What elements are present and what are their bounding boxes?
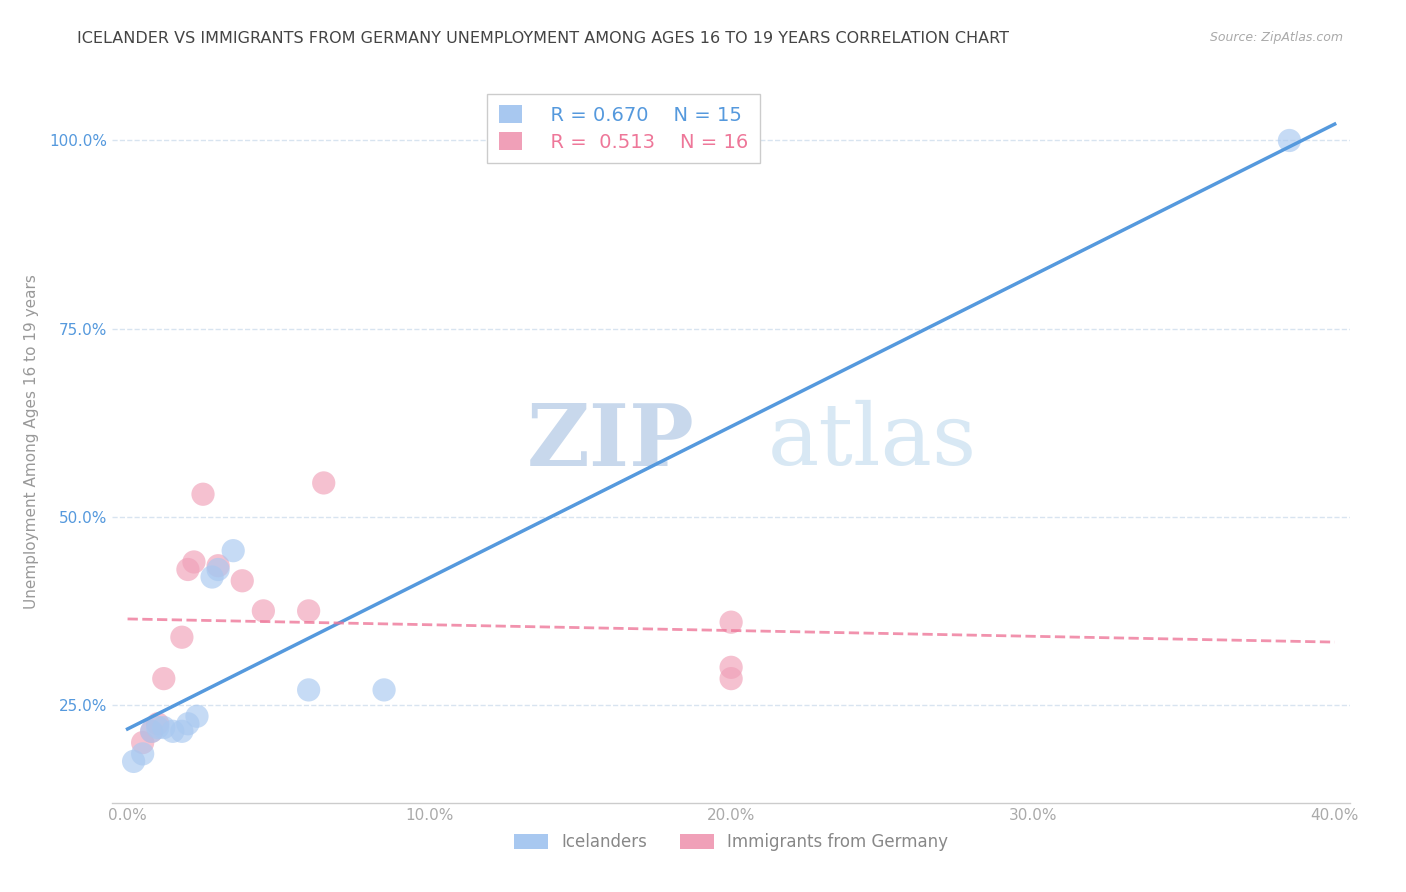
- Point: [170, 630, 193, 644]
- Point: [186, 709, 208, 723]
- Point: [252, 604, 274, 618]
- Point: [146, 716, 169, 731]
- Text: atlas: atlas: [768, 400, 977, 483]
- Point: [131, 747, 153, 761]
- Point: [298, 604, 321, 618]
- Point: [170, 724, 193, 739]
- Point: [222, 543, 245, 558]
- Point: [152, 721, 174, 735]
- Point: [162, 724, 184, 739]
- Point: [720, 615, 742, 630]
- Point: [183, 555, 205, 569]
- Point: [720, 660, 742, 674]
- Point: [141, 724, 163, 739]
- Point: [191, 487, 214, 501]
- Point: [201, 570, 224, 584]
- Legend: Icelanders, Immigrants from Germany: Icelanders, Immigrants from Germany: [506, 825, 956, 860]
- Point: [122, 755, 145, 769]
- Point: [207, 558, 229, 573]
- Point: [141, 724, 163, 739]
- Point: [177, 562, 200, 576]
- Point: [177, 716, 200, 731]
- Text: ZIP: ZIP: [526, 400, 695, 483]
- Point: [298, 682, 321, 697]
- Point: [231, 574, 253, 588]
- Point: [207, 562, 229, 576]
- Text: ICELANDER VS IMMIGRANTS FROM GERMANY UNEMPLOYMENT AMONG AGES 16 TO 19 YEARS CORR: ICELANDER VS IMMIGRANTS FROM GERMANY UNE…: [77, 31, 1010, 46]
- Point: [373, 682, 395, 697]
- Y-axis label: Unemployment Among Ages 16 to 19 years: Unemployment Among Ages 16 to 19 years: [24, 274, 38, 609]
- Text: Source: ZipAtlas.com: Source: ZipAtlas.com: [1209, 31, 1343, 45]
- Point: [312, 475, 335, 490]
- Point: [131, 735, 153, 749]
- Point: [720, 672, 742, 686]
- Point: [152, 672, 174, 686]
- Point: [146, 721, 169, 735]
- Point: [1278, 133, 1301, 147]
